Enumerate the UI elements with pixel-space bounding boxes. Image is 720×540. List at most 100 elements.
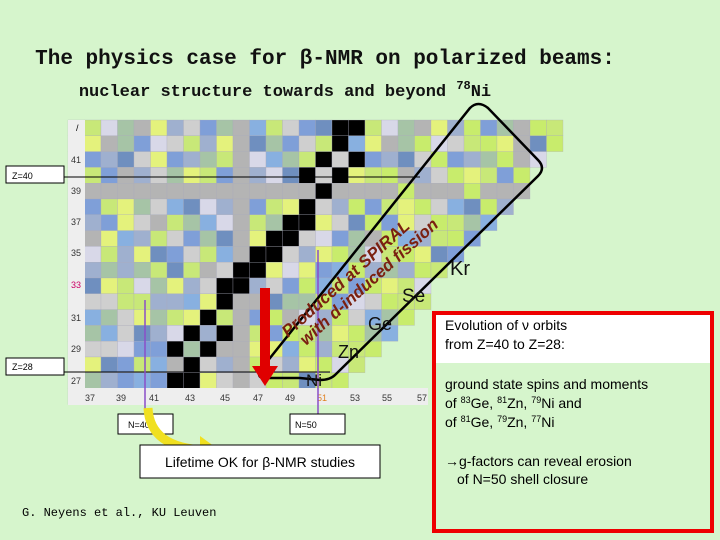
nuclide-cell xyxy=(282,341,300,358)
nuclide-cell xyxy=(183,309,201,326)
nuclide-cell xyxy=(381,151,399,168)
nuclide-cell xyxy=(265,246,283,263)
nuclide-cell xyxy=(282,262,300,279)
nuclide-cell xyxy=(364,167,382,184)
mass-number: 79 xyxy=(497,414,507,424)
nuclide-cell xyxy=(199,325,217,342)
mass-number: 83 xyxy=(461,395,471,405)
nuclide-cell xyxy=(463,135,481,152)
nuclide-cell xyxy=(282,119,300,136)
title: The physics case for β-NMR on polarized … xyxy=(35,48,615,71)
nuclide-cell xyxy=(166,309,184,326)
nuclide-cell xyxy=(199,341,217,358)
nuclide-cell xyxy=(232,246,250,263)
nuclide-cell xyxy=(216,277,234,294)
nuclide-cell xyxy=(265,135,283,152)
nuclide-cell xyxy=(331,167,349,184)
nuclide-cell xyxy=(216,356,234,373)
nuclide-cell xyxy=(348,309,366,326)
mass-number: 77 xyxy=(531,414,541,424)
nuclide-cell xyxy=(282,277,300,294)
nuclide-cell xyxy=(84,214,102,231)
nuclide-cell xyxy=(100,293,118,310)
nuclide-cell xyxy=(414,293,432,310)
nuclide-cell xyxy=(282,183,300,200)
nuclide-cell xyxy=(381,325,399,342)
nuclide-cell xyxy=(331,151,349,168)
n-label: 39 xyxy=(116,393,126,403)
nuclide-cell xyxy=(183,230,201,247)
nuclide-cell xyxy=(480,135,498,152)
nuclide-cell xyxy=(166,341,184,358)
nuclide-cell xyxy=(100,277,118,294)
nuclide-cell xyxy=(480,119,498,136)
nuclide-cell xyxy=(199,230,217,247)
nuclide-cell xyxy=(331,119,349,136)
nuclide-cell xyxy=(282,151,300,168)
nuclide-cell xyxy=(133,135,151,152)
nuclide-cell xyxy=(183,167,201,184)
nuclide-cell xyxy=(232,372,250,389)
element-label: Ni xyxy=(306,371,322,390)
nuclide-cell xyxy=(199,293,217,310)
nuclide-cell xyxy=(348,183,366,200)
nuclide-cell xyxy=(216,262,234,279)
nuclide-cell xyxy=(232,214,250,231)
nuclide-cell xyxy=(166,135,184,152)
nuclide-cell xyxy=(183,277,201,294)
nuclide-cell xyxy=(282,198,300,215)
nuclide-cell xyxy=(166,183,184,200)
subtitle-mass: 78 xyxy=(456,79,470,93)
nuclide-cell xyxy=(232,325,250,342)
nuclide-cell xyxy=(117,135,135,152)
nuclide-cell xyxy=(364,119,382,136)
n50-box xyxy=(289,413,346,435)
evolution-line: Evolution of ν orbits xyxy=(445,317,567,333)
nuclide-cell xyxy=(183,372,201,389)
z28-label: Z=28 xyxy=(12,362,33,372)
n-label: 49 xyxy=(285,393,295,403)
nuclide-cell xyxy=(117,167,135,184)
nuclide-cell xyxy=(150,341,168,358)
nuclide-cell xyxy=(133,293,151,310)
nuclide-cell xyxy=(480,151,498,168)
nuclide-cell xyxy=(117,214,135,231)
nuclide-cell xyxy=(331,230,349,247)
nuclide-cell xyxy=(397,309,415,326)
nuclide-cell xyxy=(282,135,300,152)
nuclide-cell xyxy=(315,230,333,247)
moments-line: of 81Ge, 79Zn, 77Ni xyxy=(445,414,554,430)
nuclide-cell xyxy=(298,214,316,231)
nuclide-cell xyxy=(216,167,234,184)
nuclide-cell xyxy=(414,135,432,152)
n50-label: N=50 xyxy=(295,420,317,430)
nuclide-cell xyxy=(117,262,135,279)
n-label: 51 xyxy=(317,393,327,403)
nuclide-cell xyxy=(447,167,465,184)
nuclide-cell xyxy=(150,183,168,200)
n-label: 57 xyxy=(417,393,427,403)
nuclide-cell xyxy=(463,167,481,184)
nuclide-cell xyxy=(331,135,349,152)
nuclide-cell xyxy=(265,198,283,215)
nuclide-cell xyxy=(232,119,250,136)
lifetime-box xyxy=(139,444,381,479)
nuclide-cell xyxy=(298,151,316,168)
moments-text: Ge, xyxy=(471,395,497,411)
nuclide-cell xyxy=(84,183,102,200)
nuclide-cell xyxy=(364,151,382,168)
nuclide-cell xyxy=(381,183,399,200)
nuclide-cell xyxy=(133,262,151,279)
n-label: 43 xyxy=(185,393,195,403)
nuclide-cell xyxy=(84,167,102,184)
subtitle: nuclear structure towards and beyond 78N… xyxy=(79,79,491,102)
nuclide-cell xyxy=(232,277,250,294)
nuclide-cell xyxy=(166,293,184,310)
nuclide-cell xyxy=(232,151,250,168)
moments-text: ground state spins and moments xyxy=(445,376,648,392)
nuclide-cell xyxy=(117,277,135,294)
n-label: 41 xyxy=(149,393,159,403)
nuclide-cell xyxy=(183,293,201,310)
nuclide-cell xyxy=(183,246,201,263)
